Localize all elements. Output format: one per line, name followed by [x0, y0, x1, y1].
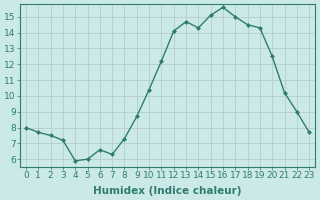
X-axis label: Humidex (Indice chaleur): Humidex (Indice chaleur) — [93, 186, 242, 196]
